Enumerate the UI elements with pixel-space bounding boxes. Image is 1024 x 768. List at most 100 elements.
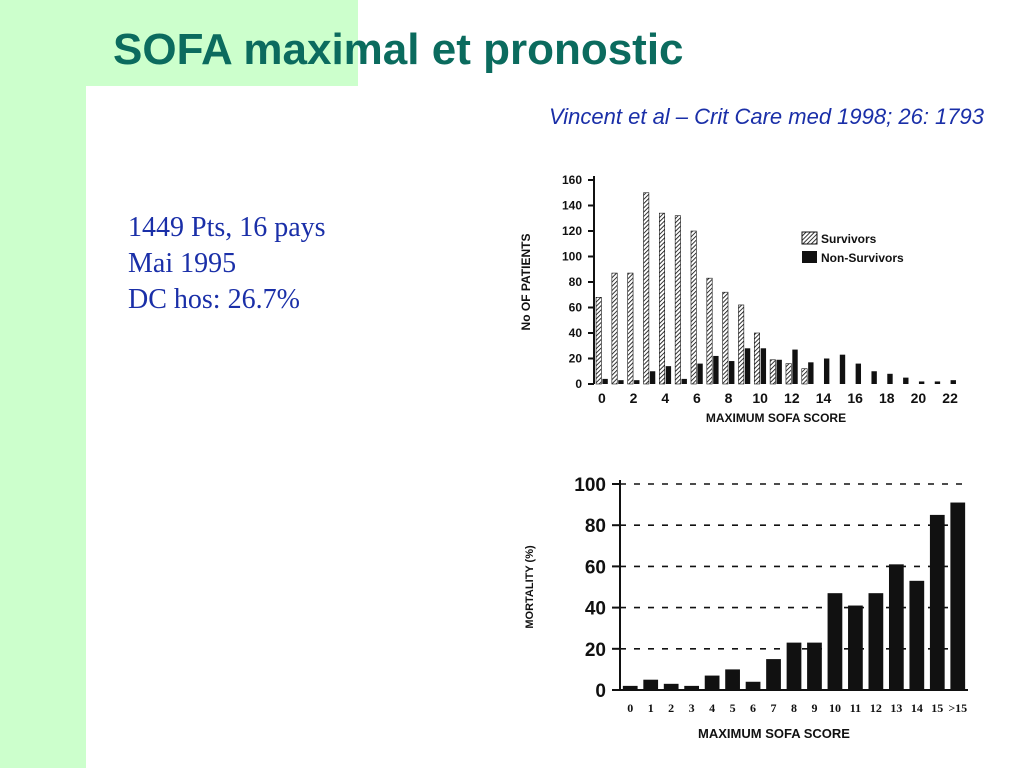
patients-x-tick-label: 2 <box>630 390 638 406</box>
mortality-x-axis-label: MAXIMUM SOFA SCORE <box>698 726 850 741</box>
patients-y-tick-label: 80 <box>569 275 583 289</box>
patients-y-tick-label: 0 <box>575 377 582 391</box>
bar-non-survivors-11 <box>776 359 782 384</box>
bar-non-survivors-6 <box>697 363 703 384</box>
bar-non-survivors-22 <box>950 380 956 384</box>
bar-non-survivors-10 <box>760 348 767 384</box>
patients-x-tick-label: 20 <box>911 390 927 406</box>
mortality-x-tick-label: 14 <box>911 701 923 715</box>
patients-y-tick-label: 160 <box>562 173 582 187</box>
bar-mortality-10 <box>827 593 843 690</box>
bar-non-survivors-20 <box>918 381 925 384</box>
patients-x-tick-label: 16 <box>847 390 863 406</box>
bar-non-survivors-17 <box>871 371 877 384</box>
bar-non-survivors-2 <box>634 380 640 384</box>
patients-y-tick-label: 20 <box>569 352 583 366</box>
bar-survivors-2 <box>627 272 634 385</box>
patients-histogram: 0 20 40 60 80 100 120 140 160 0 2 4 6 8 10 12 14 16 18 20 22… <box>519 173 958 425</box>
bar-mortality-8 <box>786 642 802 690</box>
background-left-band <box>0 0 86 768</box>
legend-label-survivors: Survivors <box>821 232 877 246</box>
patients-x-tick-label: 10 <box>752 390 768 406</box>
bar-mortality-15 <box>929 514 945 690</box>
bar-mortality-9 <box>807 642 822 690</box>
bar-mortality-7 <box>766 659 781 690</box>
mortality-x-tick-label: 8 <box>791 701 797 715</box>
bar-non-survivors-13 <box>808 362 814 384</box>
slide-title: SOFA maximal et pronostic <box>113 25 684 74</box>
mortality-y-tick-label: 40 <box>585 599 606 620</box>
bar-non-survivors-19 <box>903 377 909 384</box>
bar-survivors-8 <box>722 291 729 385</box>
bar-survivors-6 <box>690 230 697 385</box>
patients-x-tick-label: 4 <box>661 390 669 406</box>
bar-survivors-3 <box>643 192 650 385</box>
bar-non-survivors-18 <box>887 373 893 384</box>
bar-non-survivors-15 <box>839 354 846 384</box>
mortality-x-tick-label: 10 <box>829 701 841 715</box>
mortality-x-tick-label: 2 <box>668 701 674 715</box>
bar-mortality-11 <box>848 605 863 690</box>
bar-non-survivors-3 <box>649 371 656 384</box>
bar-mortality-13 <box>888 564 904 690</box>
bar-non-survivors-1 <box>618 380 624 384</box>
bar-mortality->15 <box>950 502 966 690</box>
bar-mortality-5 <box>725 669 740 690</box>
mortality-y-tick-label: 80 <box>585 516 606 537</box>
patients-y-tick-label: 100 <box>562 250 582 264</box>
patients-y-tick-label: 140 <box>562 199 582 213</box>
bar-survivors-13 <box>801 368 808 385</box>
mortality-x-tick-label: 4 <box>709 701 715 715</box>
patients-x-tick-label: 6 <box>693 390 701 406</box>
legend-swatch-non-survivors <box>802 251 817 263</box>
patients-y-tick-label: 40 <box>569 326 583 340</box>
bar-survivors-12 <box>785 363 792 385</box>
mortality-x-tick-label: 5 <box>730 701 736 715</box>
mortality-x-tick-label: 1 <box>648 701 654 715</box>
bar-mortality-3 <box>684 685 700 690</box>
bar-survivors-9 <box>738 304 745 385</box>
patients-x-tick-label: 12 <box>784 390 800 406</box>
mortality-y-axis-label: MORTALITY (%) <box>524 545 536 629</box>
bar-non-survivors-8 <box>729 361 735 384</box>
patients-x-tick-label: 8 <box>725 390 733 406</box>
bar-non-survivors-9 <box>744 348 751 384</box>
patients-x-axis-label: MAXIMUM SOFA SCORE <box>706 411 846 425</box>
mortality-x-tick-label: >15 <box>948 701 967 715</box>
bar-mortality-1 <box>643 679 659 690</box>
mortality-y-tick-label: 0 <box>595 681 606 702</box>
legend-swatch-survivors <box>801 231 818 245</box>
bar-mortality-4 <box>704 675 720 690</box>
bar-mortality-0 <box>622 685 638 690</box>
bar-survivors-11 <box>769 359 776 385</box>
mortality-y-tick-label: 100 <box>574 475 606 496</box>
mortality-x-tick-label: 12 <box>870 701 882 715</box>
mortality-x-tick-label: 7 <box>771 701 777 715</box>
patients-x-tick-label: 22 <box>942 390 958 406</box>
bar-mortality-2 <box>663 683 679 690</box>
legend-label-non-survivors: Non-Survivors <box>821 251 904 265</box>
mortality-x-tick-label: 15 <box>931 701 943 715</box>
bar-non-survivors-7 <box>713 355 719 384</box>
bar-mortality-6 <box>745 681 761 690</box>
mortality-x-tick-label: 9 <box>811 701 817 715</box>
mortality-y-tick-label: 20 <box>585 640 606 661</box>
bar-survivors-5 <box>674 215 681 385</box>
bar-non-survivors-5 <box>681 378 687 384</box>
citation: Vincent et al – Crit Care med 1998; 26: … <box>549 104 984 129</box>
bar-survivors-0 <box>595 297 602 385</box>
patients-y-tick-label: 60 <box>569 301 583 315</box>
mortality-x-tick-label: 13 <box>890 701 902 715</box>
patients-y-tick-label: 120 <box>562 224 582 238</box>
bar-non-survivors-21 <box>934 381 941 384</box>
fact-mortality: DC hos: 26.7% <box>128 284 300 315</box>
patients-x-tick-label: 0 <box>598 390 606 406</box>
patients-x-tick-label: 18 <box>879 390 895 406</box>
mortality-x-tick-label: 3 <box>689 701 695 715</box>
bar-non-survivors-14 <box>823 358 830 384</box>
patients-x-tick-label: 14 <box>816 390 832 406</box>
fact-patients: 1449 Pts, 16 pays <box>128 212 326 243</box>
mortality-x-tick-label: 11 <box>850 701 861 715</box>
bar-non-survivors-0 <box>602 378 608 384</box>
